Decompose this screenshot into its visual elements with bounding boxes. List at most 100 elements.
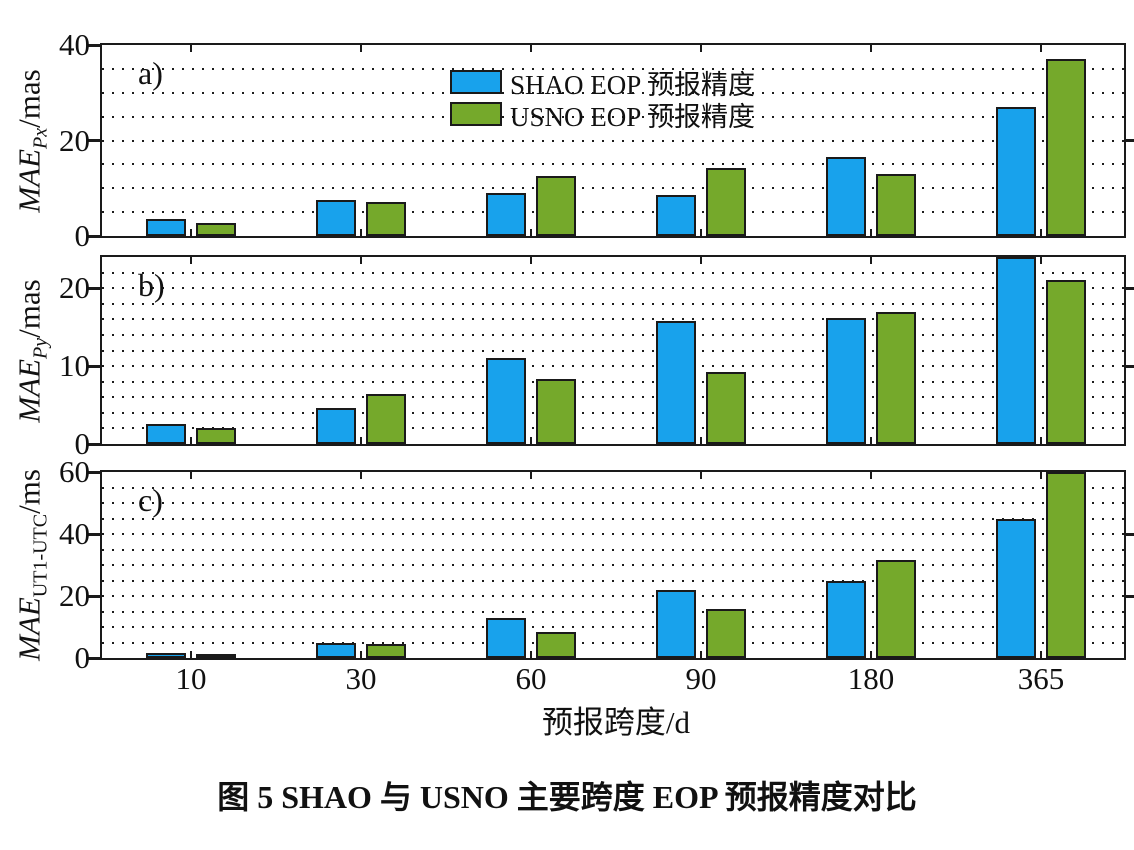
y-tick-mark (88, 139, 100, 142)
usno-bar-180d (876, 173, 916, 236)
y-tick-mark (88, 532, 100, 536)
x-tick-mark (870, 651, 872, 658)
usno-bar-60d (536, 378, 576, 444)
panel-c-mae-ut1-utc: c) (100, 470, 1126, 660)
gridline (102, 486, 1124, 489)
shao-bar-90d (656, 195, 696, 236)
x-tick-mark (870, 229, 872, 236)
shao-bar-180d (826, 580, 866, 658)
x-tick-mark (530, 437, 532, 444)
gridline (102, 411, 1124, 414)
usno-bar-90d (706, 609, 746, 658)
legend-item-usno: USNO EOP 预报精度 (450, 101, 755, 132)
x-tick-mark (1040, 472, 1042, 479)
gridline (102, 517, 1124, 520)
y-tick-label: 20 (59, 270, 90, 306)
gridline (102, 396, 1124, 399)
y-tick-label: 20 (59, 122, 90, 158)
y-axis-title: MAEPy/mas (11, 278, 52, 423)
x-tick-mark (190, 651, 192, 658)
gridline (102, 626, 1124, 628)
usno-bar-30d (366, 394, 406, 444)
x-tick-mark (360, 45, 362, 52)
x-tick-mark (1040, 437, 1042, 444)
usno-bar-10d (196, 654, 236, 658)
x-tick-mark (1040, 229, 1042, 236)
gridline (102, 349, 1124, 352)
y-tick-mark-right (1126, 532, 1134, 536)
y-axis-title: MAEPx/mas (11, 68, 52, 213)
gridline (102, 427, 1124, 430)
shao-color-swatch (450, 70, 502, 94)
gridline (102, 380, 1124, 383)
x-tick-mark (870, 472, 872, 479)
shao-bar-365d (996, 257, 1036, 444)
x-tick-label-90: 90 (685, 661, 717, 696)
shao-bar-30d (316, 408, 356, 444)
panel-b-mae-py: b) (100, 255, 1126, 446)
x-tick-mark (870, 257, 872, 264)
shao-bar-60d (486, 358, 526, 444)
y-tick-label: 40 (59, 516, 90, 551)
x-tick-mark (190, 229, 192, 236)
usno-bar-365d (1046, 280, 1086, 444)
shao-bar-10d (146, 653, 186, 658)
y-tick-mark (88, 442, 100, 446)
x-tick-mark (700, 45, 702, 52)
x-tick-mark (360, 257, 362, 264)
x-tick-label-60: 60 (515, 661, 547, 696)
x-tick-mark (700, 437, 702, 444)
gridline (102, 595, 1124, 597)
x-tick-mark (1040, 257, 1042, 264)
y-tick-label: 60 (59, 454, 90, 489)
x-tick-mark (360, 472, 362, 479)
shao-bar-30d (316, 643, 356, 658)
shao-bar-180d (826, 157, 866, 236)
x-tick-mark (190, 472, 192, 479)
usno-bar-180d (876, 311, 916, 444)
y-tick-mark (88, 470, 100, 474)
usno-bar-90d (706, 167, 746, 236)
x-tick-mark (530, 257, 532, 264)
x-tick-label-180: 180 (847, 661, 895, 696)
y-tick-mark-right (1126, 286, 1134, 290)
legend-label-shao: SHAO EOP 预报精度 (510, 69, 756, 100)
x-tick-mark (530, 472, 532, 479)
usno-bar-60d (536, 176, 576, 236)
x-tick-mark (190, 45, 192, 52)
x-tick-label-30: 30 (345, 661, 377, 696)
x-tick-mark (190, 437, 192, 444)
y-tick-label: 0 (74, 640, 91, 675)
x-tick-mark (1040, 45, 1042, 52)
x-axis-title: 预报跨度/d (541, 705, 691, 740)
legend: SHAO EOP 预报精度 USNO EOP 预报精度 (450, 69, 755, 133)
gridline (102, 211, 1124, 214)
panel-a-mae-px: a) (100, 43, 1126, 238)
x-tick-mark (700, 651, 702, 658)
shao-bar-365d (996, 518, 1036, 658)
gridline (102, 187, 1124, 190)
x-tick-mark (530, 651, 532, 658)
shao-bar-90d (656, 320, 696, 444)
gridline (102, 163, 1124, 166)
x-tick-mark (360, 229, 362, 236)
gridline (102, 564, 1124, 566)
gridline (102, 502, 1124, 504)
x-tick-mark (700, 472, 702, 479)
gridline (102, 302, 1124, 305)
y-tick-mark (88, 594, 100, 598)
shao-bar-30d (316, 200, 356, 236)
panel-tag: a) (138, 55, 163, 91)
usno-bar-30d (366, 201, 406, 236)
y-tick-label: 10 (59, 348, 90, 384)
x-tick-mark (700, 257, 702, 264)
gridline (102, 318, 1124, 321)
x-tick-label-365: 365 (1017, 661, 1065, 696)
gridline (102, 67, 1124, 70)
gridline (102, 579, 1124, 582)
gridline (102, 548, 1124, 551)
gridline (102, 333, 1124, 336)
usno-bar-365d (1046, 59, 1086, 236)
x-tick-mark (870, 437, 872, 444)
